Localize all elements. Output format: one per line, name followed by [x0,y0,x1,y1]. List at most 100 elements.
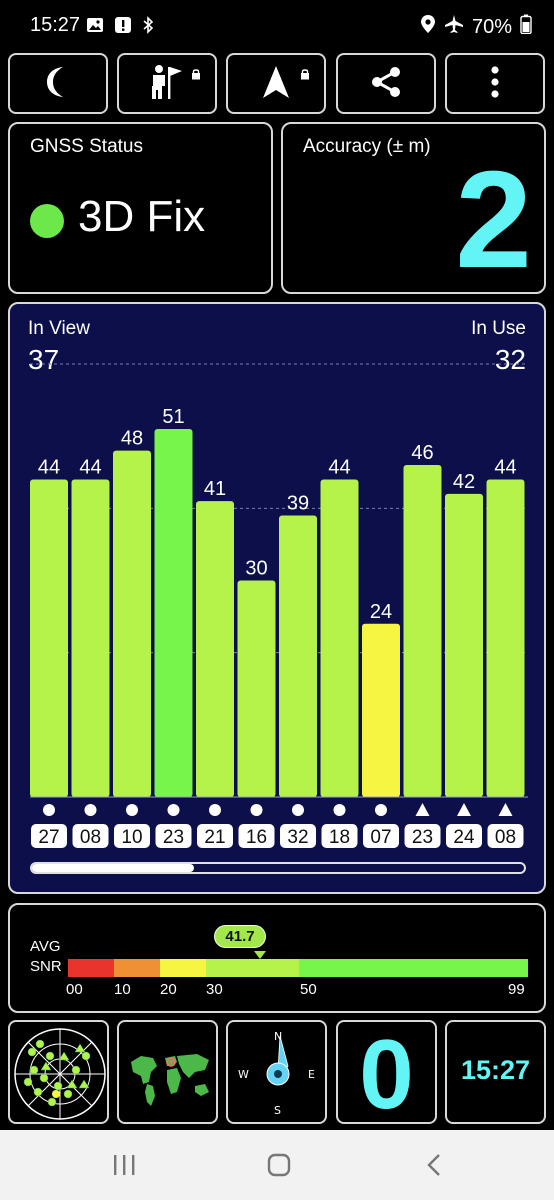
snr-value-label: 24 [370,601,392,623]
satellite-id-box [404,824,441,848]
bluetooth-icon [142,16,154,38]
navigation-arrow-icon [261,65,291,103]
sky-view-radar [14,1028,106,1120]
gnss-status-panel[interactable]: GNSS Status 3D Fix [8,122,273,294]
snr-tick: 99 [508,981,525,998]
constellation-marker-circle [292,804,304,816]
sky-view-tile[interactable] [8,1020,109,1124]
clock-tile[interactable]: 15:27 [445,1020,546,1124]
battery-icon [520,14,532,40]
avg-snr-value: 41.7 [214,925,266,948]
satellite-scrollbar-thumb[interactable] [32,864,195,872]
compass-west-label: W [238,1068,249,1081]
in-view-label: In View [28,318,90,339]
satellite-id-box [197,824,233,848]
more-vert-icon [490,65,500,103]
constellation-marker-circle [209,804,221,816]
compass-east-label: E [308,1068,315,1081]
snr-bar [403,465,442,797]
snr-scale-orange [114,959,160,977]
snr-value-label: 51 [162,406,184,428]
snr-bar [445,493,483,797]
satellite-scrollbar[interactable] [30,862,526,874]
snr-bar [320,479,359,797]
alert-icon [114,16,132,38]
back-button[interactable] [424,1152,444,1182]
airplane-mode-icon [444,14,464,40]
constellation-marker-circle [167,804,180,816]
snr-value-label: 44 [38,456,60,478]
sats-used-tile[interactable]: 0 [336,1020,437,1124]
satellite-id-box [72,824,109,848]
snr-tick: 50 [300,981,317,998]
compass-tile[interactable]: N E S W [226,1020,327,1124]
snr-bar [154,428,193,797]
night-mode-button[interactable] [8,53,108,114]
satellite-id-box [280,824,316,848]
snr-color-scale [68,959,528,977]
snr-value-label: 41 [204,478,226,500]
pedestrian-flag-button[interactable] [117,53,217,114]
more-options-button[interactable] [445,53,545,114]
in-use-value: 32 [494,344,526,375]
snr-value-label: 48 [121,428,143,450]
world-map-tile[interactable] [117,1020,218,1124]
back-icon [427,1154,440,1176]
snr-scale-red [68,959,114,977]
recent-apps-button[interactable] [112,1152,136,1182]
image-icon [86,16,104,38]
avg-snr-pointer [254,951,267,959]
satellite-id-label: 24 [453,827,475,848]
satellite-id-box [31,824,67,848]
compass-icon [266,1035,290,1086]
snr-bar [237,580,276,797]
snr-value-label: 44 [328,456,350,478]
satellite-id-box [238,824,275,848]
snr-bar-chart: 44 27 44 08 48 10 51 23 41 21 30 16 39 32 44 18 24 07 46 23… [30,363,528,848]
system-nav-bar [0,1130,554,1200]
accuracy-value: 2 [455,143,532,297]
fix-status-dot [30,204,64,238]
navigation-arrow-button[interactable] [226,53,326,114]
home-button[interactable] [266,1152,292,1182]
snr-value-label: 44 [79,456,101,478]
constellation-marker-triangle [457,803,471,816]
satellite-id-box [114,824,150,848]
avg-snr-panel[interactable]: AVG SNR 00 10 20 30 50 99 41.7 [8,903,546,1013]
share-icon [369,65,403,103]
constellation-marker-circle [375,804,387,816]
satellite-id-label: 21 [204,827,225,848]
accuracy-panel[interactable]: Accuracy (± m) 2 [281,122,546,294]
satellite-id-label: 10 [121,827,142,848]
satellite-id-label: 16 [246,827,267,848]
snr-value-label: 46 [411,442,433,464]
accuracy-title: Accuracy (± m) [303,136,431,157]
snr-bar [362,623,400,797]
satellite-snr-panel[interactable]: In View 37 In Use 32 44 27 44 08 48 10 51 23 41 2… [8,302,546,894]
satellite-id-label: 23 [163,827,184,848]
snr-tick: 20 [160,981,177,998]
satellite-id-label: 32 [287,827,308,848]
constellation-marker-circle [43,804,55,816]
satellite-id-label: 08 [80,827,101,848]
satellite-id-box [487,824,524,848]
home-icon [267,1153,291,1177]
avg-snr-label: AVG SNR [30,937,62,977]
avg-label-line1: AVG [30,938,61,955]
snr-bar [279,515,317,797]
snr-bar [30,479,68,797]
share-button[interactable] [336,53,436,114]
snr-value-label: 39 [287,493,309,515]
snr-bar [113,450,151,797]
constellation-marker-circle [333,804,346,816]
status-time: 15:27 [30,14,81,36]
world-map-icon [131,1054,209,1106]
recent-apps-icon [114,1155,135,1175]
snr-bar [196,501,234,797]
avg-label-line2: SNR [30,958,62,975]
constellation-marker-triangle [415,803,430,816]
satellite-id-box [363,824,399,848]
snr-value-label: 30 [245,558,267,580]
snr-bar [486,479,525,797]
